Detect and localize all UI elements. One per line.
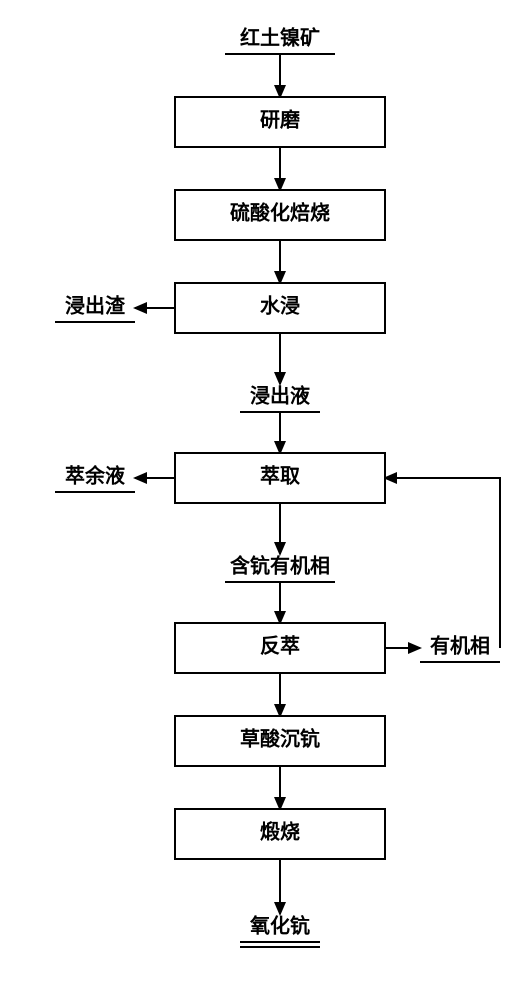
extract-label: 萃取 (260, 464, 300, 488)
output-label: 氧化钪 (249, 914, 310, 938)
edge-orgphase-extract (385, 478, 500, 648)
roast-label: 硫酸化焙烧 (230, 201, 330, 225)
grind-label: 研磨 (260, 108, 300, 132)
calcine-label: 煅烧 (260, 820, 300, 844)
leachate-label: 浸出液 (250, 384, 311, 408)
orgphase-label: 有机相 (430, 634, 490, 658)
scorg-label: 含钪有机相 (230, 554, 330, 578)
raffinate-label: 萃余液 (65, 464, 126, 488)
residue-label: 浸出渣 (65, 294, 126, 318)
strip-label: 反萃 (260, 634, 300, 658)
oxprecip-label: 草酸沉钪 (240, 727, 320, 751)
input-label: 红土镍矿 (240, 26, 320, 50)
waterleach-label: 水浸 (260, 295, 300, 318)
